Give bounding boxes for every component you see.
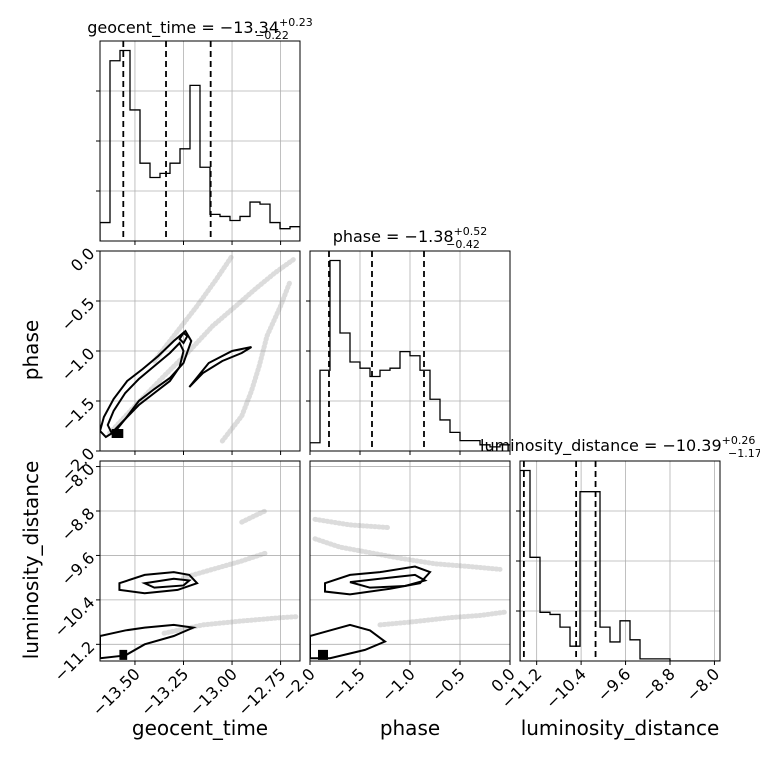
panel-phase-vs-luminosity-distance-content <box>310 516 508 660</box>
xlabel-geocent-time: geocent_time <box>132 716 268 740</box>
panel-geocent-time-vs-luminosity-distance-samples-2 <box>239 508 268 525</box>
xtick-label-phase-1: −1.5 <box>328 664 369 705</box>
title-luminosity-distance-name: luminosity_distance <box>480 436 639 456</box>
ytick-label-phase-4: 0.0 <box>67 244 98 275</box>
hist-luminosity-distance-step <box>520 469 720 661</box>
ytick-label-phase-1: −1.5 <box>57 394 98 435</box>
title-phase: phase = −1.38+0.52 −0.42 <box>333 225 488 251</box>
xtick-label-geocent-time-2: −13.00 <box>186 664 241 719</box>
panel-geocent-time-vs-phase-content <box>100 253 297 444</box>
title-phase-eq: = <box>381 227 405 246</box>
xtick-label-luminosity-distance-1: −10.4 <box>542 664 590 712</box>
panel-phase-vs-luminosity-distance-samples-2 <box>377 609 508 628</box>
panel-geocent-time-vs-luminosity-distance: −13.50−13.25−13.00−12.75−11.2−10.4−9.6−8… <box>50 459 301 720</box>
hist-phase-step <box>310 259 510 451</box>
title-luminosity-distance-minus: −1.17 <box>728 447 760 460</box>
hist-geocent-time <box>96 40 301 245</box>
panel-phase-vs-luminosity-distance-dense-cell-0 <box>318 649 328 660</box>
xtick-label-phase-3: −0.5 <box>428 664 469 705</box>
title-phase-plus: +0.52 <box>454 225 488 238</box>
ylabel-phase: phase <box>19 320 43 380</box>
panel-geocent-time-vs-luminosity-distance-samples-0 <box>180 550 270 581</box>
panel-phase-vs-luminosity-distance-samples-0 <box>312 536 503 572</box>
panel-geocent-time-vs-phase-contour-3 <box>178 331 189 345</box>
xlabel-phase: phase <box>380 716 440 740</box>
xtick-label-geocent-time-0: −13.50 <box>88 664 143 719</box>
panel-geocent-time-vs-luminosity-distance-frame <box>99 460 301 662</box>
panel-geocent-time-vs-phase-samples-1 <box>151 253 235 364</box>
ylabel-luminosity-distance: luminosity_distance <box>19 461 43 660</box>
hist-geocent-time-frame <box>99 40 301 242</box>
panels: −2.0−1.5−1.0−0.50.0−13.50−13.25−13.00−12… <box>50 40 723 720</box>
title-phase-median: −1.38 <box>405 227 454 246</box>
title-geocent-time-name: geocent_time <box>87 18 196 38</box>
title-phase-name: phase <box>333 227 381 246</box>
panel-geocent-time-vs-phase-contour-2 <box>188 346 252 388</box>
title-geocent-time-eq: = <box>196 18 220 37</box>
title-luminosity-distance-eq: = <box>639 436 663 455</box>
title-geocent-time-plus: +0.23 <box>279 16 313 29</box>
panel-phase-vs-luminosity-distance-contour-2 <box>310 623 388 660</box>
panel-geocent-time-vs-phase-samples-2 <box>219 278 293 444</box>
hist-luminosity-distance: −11.2−10.4 −9.6 −8.8 −8.0 <box>497 460 723 712</box>
ytick-label-phase-2: −1.0 <box>57 344 98 385</box>
panel-phase-vs-luminosity-distance-contour-1 <box>349 573 428 589</box>
title-luminosity-distance-median: −10.39 <box>662 436 721 455</box>
xlabel-luminosity-distance: luminosity_distance <box>521 716 720 740</box>
panel-phase-vs-luminosity-distance: −2.0 −1.5 −1.0 −0.5 0.0 <box>278 460 519 705</box>
hist-geocent-time-step <box>100 49 300 241</box>
ytick-label-luminosity-distance-3: −8.8 <box>57 504 98 545</box>
panel-geocent-time-vs-phase-dense-cell-0 <box>111 429 124 438</box>
panel-geocent-time-vs-luminosity-distance-content <box>100 508 300 660</box>
panel-geocent-time-vs-phase-contour-1 <box>106 341 185 435</box>
ytick-label-luminosity-distance-1: −10.4 <box>50 593 98 641</box>
ytick-label-luminosity-distance-0: −11.2 <box>50 637 98 685</box>
ytick-label-luminosity-distance-2: −9.6 <box>57 548 98 589</box>
hist-luminosity-distance-frame <box>519 460 721 662</box>
title-luminosity-distance: luminosity_distance = −10.39+0.26 −1.17 <box>480 434 760 460</box>
title-geocent-time: geocent_time = −13.34+0.23 −0.22 <box>87 16 313 42</box>
title-geocent-time-median: −13.34 <box>220 18 279 37</box>
title-luminosity-distance-plus: +0.26 <box>722 434 756 447</box>
title-phase-minus: −0.42 <box>446 238 480 251</box>
xtick-label-luminosity-distance-3: −8.8 <box>638 664 679 705</box>
panel-geocent-time-vs-luminosity-distance-contour-1 <box>141 577 192 589</box>
panel-geocent-time-vs-phase: −2.0−1.5−1.0−0.50.0 <box>57 244 301 485</box>
title-geocent-time-minus: −0.22 <box>255 29 289 42</box>
xtick-label-phase-2: −1.0 <box>378 664 419 705</box>
panel-geocent-time-vs-luminosity-distance-dense-cell-0 <box>119 649 128 660</box>
xtick-label-geocent-time-1: −13.25 <box>137 664 192 719</box>
panel-geocent-time-vs-phase-contour-0 <box>100 329 193 439</box>
hist-phase <box>306 250 511 455</box>
xtick-label-luminosity-distance-2: −9.6 <box>593 664 634 705</box>
xtick-label-phase-0: −2.0 <box>278 664 319 705</box>
panel-geocent-time-vs-luminosity-distance-contour-0 <box>118 571 199 595</box>
ytick-label-phase-3: −0.5 <box>57 294 98 335</box>
panel-phase-vs-luminosity-distance-samples-1 <box>312 516 393 531</box>
xtick-label-luminosity-distance-4: −8.0 <box>682 664 723 705</box>
panel-geocent-time-vs-luminosity-distance-contour-2 <box>100 623 197 660</box>
panel-phase-vs-luminosity-distance-contour-0 <box>324 565 432 596</box>
